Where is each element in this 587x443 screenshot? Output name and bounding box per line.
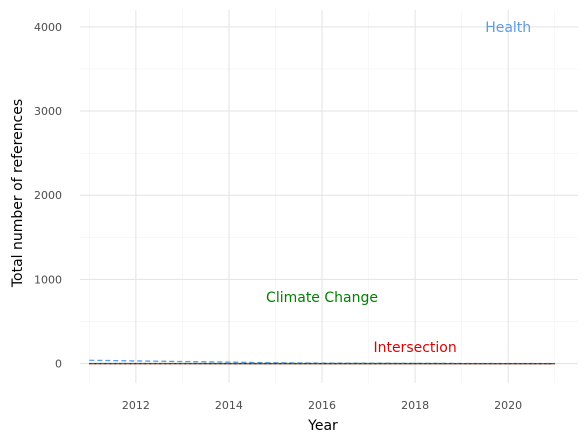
x-axis-title: Year <box>307 418 338 434</box>
x-tick-label-2012: 2012 <box>122 399 150 412</box>
y-tick-label-1000: 1000 <box>34 273 62 286</box>
y-tick-label-4000: 4000 <box>34 21 62 34</box>
x-tick-label-2018: 2018 <box>401 399 429 412</box>
y-tick-label-3000: 3000 <box>34 105 62 118</box>
y-tick-label-2000: 2000 <box>34 189 62 202</box>
y-tick-labels: 0 1000 2000 3000 4000 <box>34 21 62 371</box>
annotation-climate-change: Climate Change <box>266 290 378 306</box>
annotation-intersection: Intersection <box>373 340 456 356</box>
series-lines <box>89 359 555 365</box>
x-tick-label-2014: 2014 <box>215 399 243 412</box>
minor-gridlines <box>80 10 578 383</box>
x-tick-label-2016: 2016 <box>308 399 336 412</box>
x-tick-label-2020: 2020 <box>494 399 522 412</box>
annotation-health: Health <box>485 20 531 36</box>
y-axis-title: Total number of references <box>10 99 26 288</box>
major-gridlines <box>80 10 578 383</box>
annotations: Health Climate Change Intersection <box>266 20 531 356</box>
x-tick-labels: 2012 2014 2016 2018 2020 <box>122 399 522 412</box>
y-tick-label-0: 0 <box>55 358 62 371</box>
